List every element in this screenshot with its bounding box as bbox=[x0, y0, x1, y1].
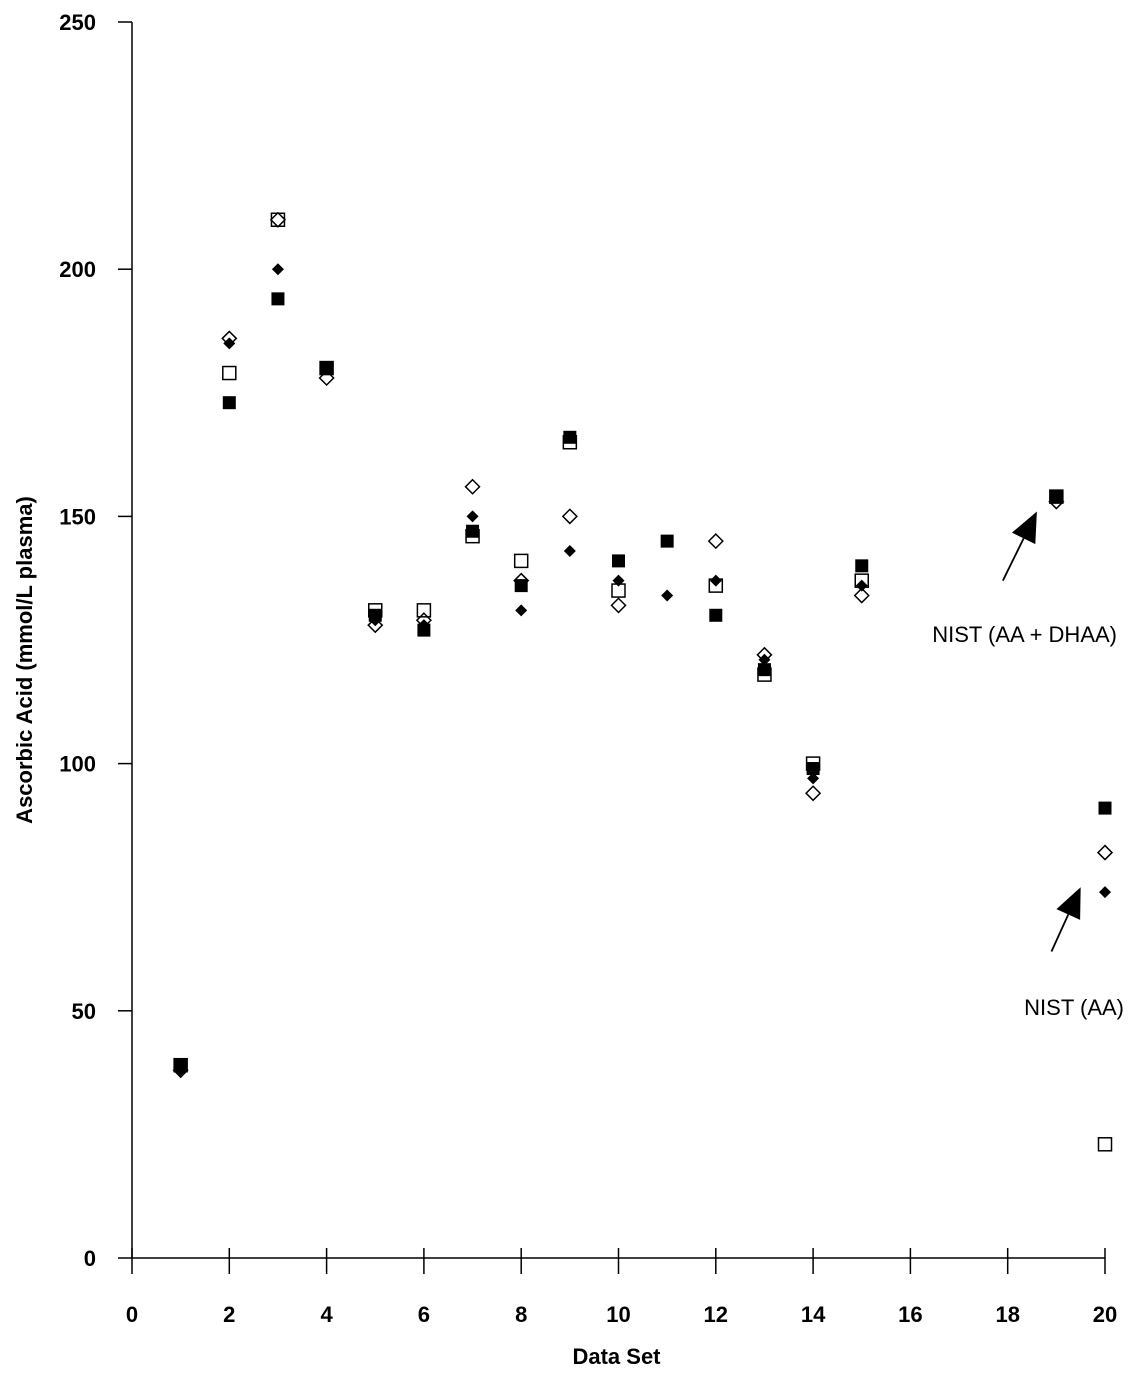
series-open-diamond bbox=[172, 211, 1114, 1079]
y-tick-label: 0 bbox=[84, 1246, 96, 1271]
data-point bbox=[464, 478, 481, 495]
annotation-arrow-head bbox=[1056, 887, 1081, 920]
x-tick-label: 6 bbox=[418, 1302, 430, 1327]
data-point bbox=[513, 553, 529, 569]
series-layer bbox=[172, 211, 1114, 1152]
data-point bbox=[855, 579, 868, 592]
annotation-arrow-line bbox=[1050, 914, 1070, 952]
data-point bbox=[805, 756, 821, 771]
data-point bbox=[319, 360, 334, 376]
x-tick-label: 12 bbox=[704, 1302, 728, 1327]
data-point bbox=[1099, 886, 1111, 899]
x-tick-label: 20 bbox=[1093, 1302, 1117, 1327]
series-open-square bbox=[173, 212, 1113, 1152]
x-axis-title: Data Set bbox=[572, 1344, 661, 1369]
series-filled-diamond bbox=[174, 263, 1111, 1077]
data-point bbox=[853, 587, 870, 604]
data-point bbox=[1050, 490, 1063, 503]
x-tick-label: 14 bbox=[801, 1302, 826, 1327]
data-point bbox=[807, 772, 820, 785]
y-tick-label: 100 bbox=[59, 752, 96, 777]
data-point bbox=[416, 603, 432, 618]
data-point bbox=[661, 589, 674, 602]
y-axis-title: Ascorbic Acid (mmol/L plasma) bbox=[12, 496, 37, 824]
x-tick-label: 18 bbox=[995, 1302, 1019, 1327]
data-point bbox=[758, 653, 771, 666]
data-point bbox=[805, 785, 822, 802]
data-point bbox=[660, 534, 674, 548]
data-point bbox=[707, 533, 724, 550]
y-ticks: 0 50 100 150 200 250 bbox=[59, 10, 132, 1271]
data-point bbox=[757, 667, 772, 682]
data-point bbox=[222, 396, 236, 410]
x-ticks: 0 2 4 6 8 10 12 14 16 18 20 bbox=[126, 1248, 1117, 1327]
data-point bbox=[367, 617, 384, 634]
data-point bbox=[369, 614, 382, 627]
data-point bbox=[270, 212, 286, 228]
data-point bbox=[318, 369, 335, 387]
data-point bbox=[514, 579, 528, 593]
data-point bbox=[269, 211, 287, 228]
annotation-layer: NIST (AA + DHAA) NIST (AA) bbox=[932, 511, 1124, 1020]
data-point bbox=[612, 574, 625, 587]
y-tick-label: 150 bbox=[59, 504, 96, 529]
data-point bbox=[1097, 1137, 1113, 1152]
data-point bbox=[466, 510, 479, 523]
data-point bbox=[756, 646, 773, 663]
annotation-arrow-line bbox=[1002, 537, 1025, 582]
data-point bbox=[465, 528, 480, 544]
data-point bbox=[562, 434, 578, 450]
data-point bbox=[709, 608, 723, 622]
data-point bbox=[271, 292, 285, 306]
data-point bbox=[271, 263, 284, 276]
data-point bbox=[222, 365, 237, 381]
data-point bbox=[320, 362, 333, 375]
y-tick-label: 200 bbox=[59, 257, 96, 282]
data-point bbox=[415, 612, 432, 629]
data-point bbox=[515, 604, 528, 617]
annotation-label: NIST (AA) bbox=[1024, 995, 1124, 1020]
y-tick-label: 50 bbox=[72, 999, 96, 1024]
data-point bbox=[466, 524, 480, 538]
data-point bbox=[709, 574, 722, 587]
x-tick-label: 16 bbox=[898, 1302, 922, 1327]
x-tick-label: 0 bbox=[126, 1302, 138, 1327]
data-point bbox=[172, 1062, 189, 1079]
data-point bbox=[223, 337, 236, 350]
y-tick-label: 250 bbox=[59, 10, 96, 35]
annotation-label: NIST (AA + DHAA) bbox=[932, 622, 1117, 647]
data-point bbox=[513, 572, 530, 589]
data-point bbox=[563, 545, 576, 558]
x-tick-label: 10 bbox=[606, 1302, 630, 1327]
x-tick-label: 4 bbox=[320, 1302, 333, 1327]
data-point bbox=[221, 330, 238, 347]
x-tick-label: 2 bbox=[223, 1302, 235, 1327]
series-filled-square bbox=[174, 292, 1112, 1072]
data-point bbox=[1096, 844, 1114, 861]
data-point bbox=[612, 554, 625, 568]
data-point bbox=[561, 508, 578, 525]
data-point bbox=[1098, 801, 1112, 815]
data-point bbox=[563, 430, 577, 444]
data-point bbox=[1049, 489, 1064, 504]
annotation-arrow-head bbox=[1011, 511, 1037, 545]
x-tick-label: 8 bbox=[515, 1302, 527, 1327]
data-point bbox=[610, 597, 627, 614]
data-point bbox=[1048, 493, 1065, 510]
data-point bbox=[855, 559, 869, 573]
data-point bbox=[417, 619, 430, 632]
